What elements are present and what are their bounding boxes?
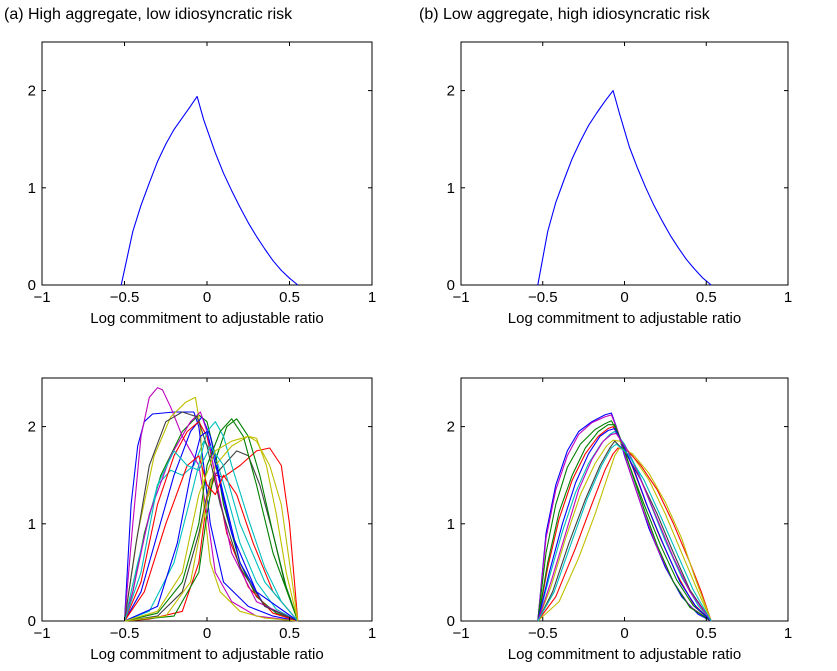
- x-tick-label: −0.5: [528, 289, 558, 306]
- series-line-10: [123, 421, 298, 622]
- chart-panel-4: −1 −0.5 0 0.5 1 0 1 2 Log commitment to adjustab…: [447, 377, 792, 663]
- y-tick-label: 0: [447, 277, 455, 294]
- y-tick-label: 2: [447, 419, 455, 436]
- chart-panel-1: −1 −0.5 0 0.5 1 0 1 2 Log commitment to adjustab…: [28, 41, 376, 327]
- series-line-11: [537, 427, 712, 622]
- y-tick-label: 2: [447, 83, 455, 100]
- series-line-14: [123, 411, 299, 622]
- series-line-19: [124, 435, 299, 622]
- x-tick-label: 0: [620, 625, 628, 642]
- series-line-5: [123, 387, 298, 622]
- x-tick-label: 1: [784, 289, 792, 306]
- series-line-1: [120, 95, 299, 286]
- panel-a-title: (a) High aggregate, low idiosyncratic ri…: [4, 6, 293, 23]
- x-tick-label: 0: [203, 289, 211, 306]
- series-line-9: [537, 447, 712, 622]
- series-line-7: [537, 440, 712, 622]
- x-tick-label: −1: [33, 625, 50, 642]
- plot-frame: [460, 377, 789, 622]
- x-axis-label: Log commitment to adjustable ratio: [90, 310, 323, 327]
- x-tick-label: 0: [203, 625, 211, 642]
- series-line-8: [537, 447, 712, 622]
- y-tick-label: 2: [28, 83, 36, 100]
- series-line-16: [124, 418, 299, 622]
- series-line-15: [124, 430, 299, 622]
- x-axis-label: Log commitment to adjustable ratio: [508, 310, 741, 327]
- x-tick-label: 0: [620, 289, 628, 306]
- series-line-13: [124, 435, 299, 622]
- series-line-1: [537, 90, 712, 286]
- series-line-13: [537, 443, 712, 622]
- y-tick-label: 1: [28, 180, 36, 197]
- chart-panel-2: −1 −0.5 0 0.5 1 0 1 2 Log commitment to adjustab…: [447, 41, 792, 327]
- y-tick-label: 2: [28, 419, 36, 436]
- x-tick-label: −1: [452, 625, 469, 642]
- x-tick-label: 0.5: [279, 625, 300, 642]
- plot-frame: [460, 41, 789, 286]
- y-tick-label: 1: [447, 516, 455, 533]
- chart-panel-3: −1 −0.5 0 0.5 1 0 1 2 Log commitment to adjustab…: [28, 377, 376, 663]
- series-line-1: [123, 411, 298, 622]
- x-tick-label: 0.5: [279, 289, 300, 306]
- x-tick-label: 1: [784, 625, 792, 642]
- plot-frame: [41, 41, 373, 286]
- y-tick-label: 1: [447, 180, 455, 197]
- x-tick-label: −1: [33, 289, 50, 306]
- series-line-12: [123, 411, 299, 622]
- series-line-18: [123, 445, 299, 622]
- y-tick-label: 0: [447, 613, 455, 630]
- x-tick-label: 0.5: [696, 625, 717, 642]
- series-line-2: [123, 414, 298, 622]
- series-line-5: [537, 430, 712, 622]
- x-axis-label: Log commitment to adjustable ratio: [90, 646, 323, 663]
- x-tick-label: 0.5: [696, 289, 717, 306]
- series-line-11: [124, 421, 299, 622]
- x-tick-label: 1: [368, 625, 376, 642]
- x-axis-label: Log commitment to adjustable ratio: [508, 646, 741, 663]
- panel-b-title: (b) Low aggregate, high idiosyncratic ri…: [419, 6, 710, 23]
- series-line-10: [537, 424, 712, 622]
- series-line-6: [537, 439, 712, 622]
- x-tick-label: −0.5: [110, 625, 140, 642]
- x-tick-label: 1: [368, 289, 376, 306]
- series-line-12: [537, 432, 712, 622]
- series-line-3: [537, 420, 712, 622]
- series-line-9: [124, 418, 299, 622]
- y-tick-label: 0: [28, 613, 36, 630]
- y-tick-label: 0: [28, 277, 36, 294]
- y-tick-label: 1: [28, 516, 36, 533]
- series-line-17: [124, 455, 299, 622]
- x-tick-label: −0.5: [528, 625, 558, 642]
- series-line-3: [124, 447, 299, 622]
- x-tick-label: −0.5: [110, 289, 140, 306]
- x-tick-label: −1: [452, 289, 469, 306]
